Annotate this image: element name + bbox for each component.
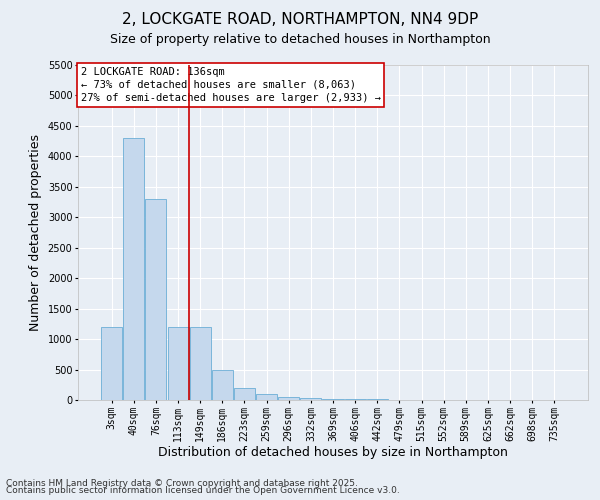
Bar xyxy=(234,388,255,400)
X-axis label: Distribution of detached houses by size in Northampton: Distribution of detached houses by size … xyxy=(158,446,508,460)
Text: 2 LOCKGATE ROAD: 136sqm
← 73% of detached houses are smaller (8,063)
27% of semi: 2 LOCKGATE ROAD: 136sqm ← 73% of detache… xyxy=(80,66,380,103)
Bar xyxy=(322,399,344,400)
Bar xyxy=(101,327,122,400)
Bar xyxy=(167,327,188,400)
Bar xyxy=(256,394,277,400)
Bar xyxy=(212,370,233,400)
Bar xyxy=(301,398,322,400)
Text: Contains public sector information licensed under the Open Government Licence v3: Contains public sector information licen… xyxy=(6,486,400,495)
Bar xyxy=(344,399,365,400)
Bar xyxy=(124,138,145,400)
Y-axis label: Number of detached properties: Number of detached properties xyxy=(29,134,42,331)
Bar xyxy=(145,199,166,400)
Text: Contains HM Land Registry data © Crown copyright and database right 2025.: Contains HM Land Registry data © Crown c… xyxy=(6,478,358,488)
Bar xyxy=(190,327,211,400)
Text: Size of property relative to detached houses in Northampton: Size of property relative to detached ho… xyxy=(110,32,490,46)
Bar xyxy=(278,397,299,400)
Text: 2, LOCKGATE ROAD, NORTHAMPTON, NN4 9DP: 2, LOCKGATE ROAD, NORTHAMPTON, NN4 9DP xyxy=(122,12,478,28)
